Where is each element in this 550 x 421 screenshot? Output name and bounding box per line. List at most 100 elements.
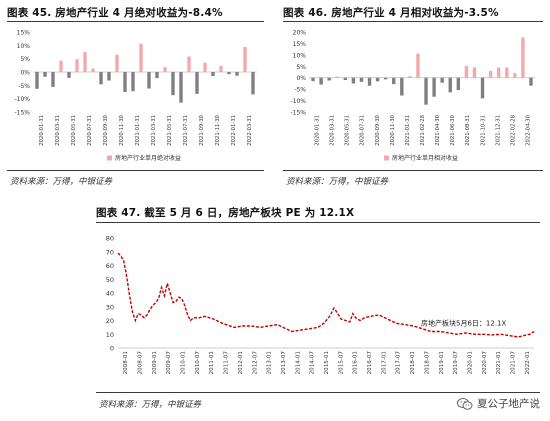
- chart45-bar: [131, 72, 135, 92]
- chart47-xtick-label: 2021-01: [496, 351, 502, 375]
- chart46-xtick-label: 2020-05-31: [345, 115, 351, 146]
- chart46-bar: [327, 77, 331, 81]
- chart45-ytick-label: -10%: [14, 96, 30, 103]
- chart47-xtick-label: 2016-07: [367, 351, 373, 375]
- chart46-xtick-label: 2021-12-31: [495, 115, 501, 146]
- chart45-bar: [83, 52, 87, 72]
- chart46-bar: [335, 76, 339, 78]
- chart47-pe-line: [117, 252, 535, 338]
- chart46-bar: [343, 77, 348, 80]
- chart46-ytick-label: -10%: [290, 98, 306, 105]
- chart45-xtick-label: 2021-01-31: [135, 115, 141, 146]
- chart47-svg: 80 70 60 50 40 30 20 10 0 2008-01 2008-07 2009-01 20…: [106, 235, 535, 375]
- chart45-xtick-label: 2022-01-31: [231, 115, 237, 146]
- chart47-xtick-label: 2018-01: [410, 351, 416, 375]
- chart47-xtick-label: 2020-07: [482, 351, 488, 375]
- chart46-bar: [319, 77, 323, 85]
- chart46-ytick-label: 10%: [293, 52, 307, 59]
- chart47-xtick-label: 2019-07: [453, 351, 459, 375]
- chart46-bar: [311, 77, 315, 82]
- chart47-xtick-label: 2020-01: [467, 351, 473, 375]
- chart46-ytick-label: 20%: [293, 30, 307, 37]
- chart45-xtick-label: 2020-03-31: [55, 115, 61, 146]
- chart46-xtick-label: 2020-09-30: [375, 114, 381, 145]
- chart45-bar: [59, 60, 63, 72]
- chart46-ytick-label: 5%: [296, 64, 306, 71]
- chart45-xtick-label: 2020-07-31: [87, 115, 93, 146]
- chart45-bar: [163, 67, 167, 72]
- chart45-title: 图表 45. 房地产行业 4 月绝对收益为-8.4%: [7, 7, 223, 19]
- chart46-bar: [408, 76, 412, 78]
- chart47-title-rule: [96, 222, 540, 223]
- chart47-xtick-label: 2022-01: [525, 351, 531, 375]
- chart45-bar: [235, 72, 239, 76]
- chart46-ytick-label: -15%: [290, 110, 306, 117]
- chart46-bar: [513, 73, 517, 78]
- chart47-xtick-label: 2011-07: [224, 351, 230, 375]
- chart46-bar: [424, 77, 428, 105]
- chart45-bar: [91, 68, 95, 72]
- chart45-ytick-label: 5%: [20, 56, 30, 63]
- wechat-icon: [457, 397, 473, 410]
- chart45-ytick-label: -5%: [18, 83, 30, 90]
- chart46-bar: [480, 77, 485, 99]
- chart45-bar: [107, 72, 111, 81]
- chart46-xtick-label: 2021-02-28: [420, 114, 426, 145]
- chart45-bar: [227, 72, 231, 75]
- watermark-text: 夏公子地产说: [477, 398, 540, 410]
- chart46-xtick-label: 2021-01-31: [405, 115, 411, 146]
- chart47-source: 资料来源：万得，中银证券: [99, 400, 202, 410]
- chart47-xtick-label: 2014-01: [295, 351, 301, 375]
- chart45-bar: [155, 72, 159, 79]
- chart46-bar: [496, 67, 501, 78]
- chart45-bar: [35, 72, 39, 89]
- chart46-bar: [521, 37, 525, 78]
- chart45-xtick-label: 2022-03-31: [247, 115, 253, 146]
- chart45-xtick-label: 2020-01-31: [39, 115, 45, 146]
- chart47-xtick-label: 2008-07: [138, 351, 144, 375]
- chart45-bar: [123, 72, 127, 92]
- chart45-bar: [147, 72, 151, 89]
- chart45-ytick-label: 15%: [17, 30, 31, 37]
- chart46-legend-label: 房地产行业单月相对收益: [392, 154, 458, 162]
- chart46-xtick-label: 2020-07-31: [360, 115, 366, 146]
- chart46-ytick-label: -5%: [294, 87, 306, 94]
- chart47-ytick-label: 0: [110, 345, 114, 353]
- chart46-bar: [400, 77, 404, 96]
- chart45-bar: [67, 72, 71, 78]
- chart46-source: 资料来源：万得，中银证券: [286, 177, 389, 187]
- chart45-bar: [43, 72, 47, 77]
- chart46-bar: [432, 77, 436, 97]
- chart46-bar: [464, 66, 469, 78]
- chart45-bottom-rule: [7, 170, 264, 171]
- chart45-bar: [115, 54, 119, 72]
- chart46-xtick-label: 2020-01-31: [315, 115, 321, 146]
- chart47-ytick-label: 40: [106, 290, 114, 298]
- chart47-xtick-label: 2012-01: [238, 351, 244, 375]
- chart46-bar: [529, 77, 533, 86]
- chart47-xtick-label: 2014-07: [310, 351, 316, 375]
- chart45-bar: [219, 65, 223, 72]
- chart46-bar: [440, 77, 444, 83]
- chart45-xtick-label: 2021-07-31: [183, 115, 189, 146]
- chart47-xtick-label: 2010-01: [181, 351, 187, 375]
- chart45-bar: [99, 72, 103, 85]
- chart46-bar: [351, 77, 356, 84]
- chart47-ytick-label: 50: [106, 276, 114, 284]
- chart45-bar: [51, 72, 55, 87]
- chart46-xtick-label: 2021-08-31: [465, 115, 471, 146]
- chart46-bar: [472, 67, 477, 78]
- chart45-svg: 15% 10% 5% 0% -5% -10% -15% 2020-01-31 2020-03-3…: [14, 30, 257, 162]
- chart45-ytick-label: -15%: [14, 110, 30, 117]
- chart46-title: 图表 46. 房地产行业 4 月相对收益为-3.5%: [283, 7, 499, 19]
- chart46-xtick-label: 2021-04-30: [435, 114, 441, 145]
- chart47-xtick-label: 2011-01: [209, 351, 215, 375]
- chart46-xtick-label: 2020-03-31: [330, 115, 336, 146]
- chart45-bar: [203, 62, 207, 72]
- chart46-svg: 20% 15% 10% 5% 0% -5% -10% -15% 2020-01-31 2020-0…: [290, 30, 535, 162]
- chart47-ytick-label: 60: [106, 262, 114, 270]
- chart46-xtick-label: 2022-04-30: [525, 114, 531, 145]
- chart47-xtick-label: 2013-01: [267, 351, 273, 375]
- chart45-xtick-label: 2020-11-30: [119, 114, 125, 145]
- chart46-bar: [375, 77, 380, 82]
